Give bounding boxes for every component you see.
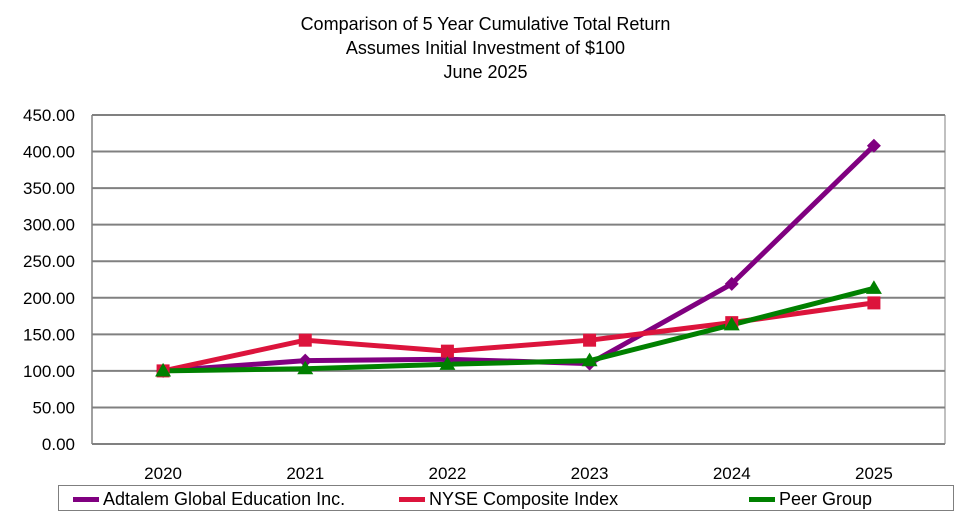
y-tick-label-6: 300.00 (23, 216, 75, 235)
marker-adtalem-2025 (866, 138, 881, 153)
x-tick-label-2021: 2021 (286, 464, 324, 483)
x-tick-label-2025: 2025 (855, 464, 893, 483)
series-line-peer-group (160, 285, 877, 374)
marker-nyse-2021 (298, 333, 312, 347)
marker-peer-group-2023 (581, 352, 598, 367)
legend-label-peer-group: Peer Group (779, 488, 873, 509)
chart-legend: Adtalem Global Education Inc. NYSE Compo… (58, 485, 954, 511)
marker-nyse-2022 (440, 344, 454, 358)
y-tick-label-9: 450.00 (23, 106, 75, 125)
x-tick-label-2023: 2023 (571, 464, 609, 483)
y-tick-label-4: 200.00 (23, 289, 75, 308)
legend-item-nyse: NYSE Composite Index (399, 488, 618, 510)
y-tick-label-0: 0.00 (42, 435, 75, 454)
marker-nyse-2025 (867, 296, 881, 310)
y-tick-label-2: 100.00 (23, 362, 75, 381)
marker-peer-group-2024 (723, 316, 740, 331)
legend-label-adtalem: Adtalem Global Education Inc. (103, 488, 346, 509)
x-tick-label-2020: 2020 (144, 464, 182, 483)
legend-item-peer-group: Peer Group (749, 488, 872, 510)
chart-title: Comparison of 5 Year Cumulative Total Re… (0, 12, 971, 84)
y-tick-label-3: 150.00 (23, 325, 75, 344)
legend-label-nyse: NYSE Composite Index (429, 488, 619, 509)
series-line-adtalem (160, 143, 877, 374)
y-tick-label-1: 50.00 (32, 398, 75, 417)
legend-swatch-adtalem (73, 496, 99, 502)
title-line-2: Assumes Initial Investment of $100 (345, 38, 626, 58)
legend-swatch-nyse (399, 496, 425, 502)
marker-nyse-2023 (583, 333, 597, 347)
x-tick-label-2022: 2022 (429, 464, 467, 483)
y-tick-label-5: 250.00 (23, 252, 75, 271)
x-tick-label-2024: 2024 (713, 464, 751, 483)
marker-peer-group-2020 (155, 362, 172, 377)
legend-swatch-peer-group (749, 496, 775, 502)
legend-item-adtalem: Adtalem Global Education Inc. (73, 488, 345, 510)
marker-peer-group-2022 (439, 356, 456, 370)
marker-adtalem-2021 (298, 353, 313, 368)
title-line-3: June 2025 (443, 62, 528, 82)
marker-peer-group-2021 (297, 360, 314, 375)
y-tick-label-7: 350.00 (23, 179, 75, 198)
marker-peer-group-2025 (865, 280, 882, 294)
title-line-1: Comparison of 5 Year Cumulative Total Re… (300, 14, 671, 34)
y-tick-label-8: 400.00 (23, 143, 75, 162)
marker-adtalem-2024 (724, 276, 739, 291)
